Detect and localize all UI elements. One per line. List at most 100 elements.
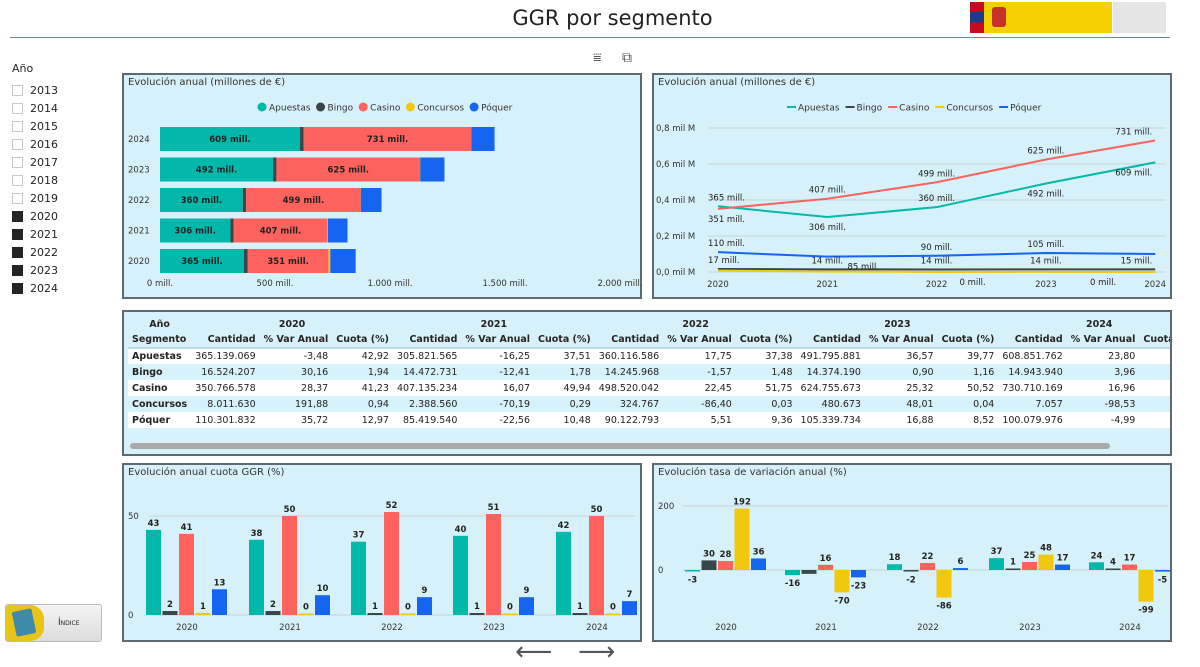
x-tick-label: 500 mill. xyxy=(257,279,294,289)
arrow-right-icon[interactable]: ⟶ xyxy=(578,637,615,667)
data-label: 492 mill. xyxy=(1027,189,1064,199)
data-label: 365 mill. xyxy=(181,257,223,267)
data-label: 13 xyxy=(214,578,226,588)
bar-bingo xyxy=(243,188,246,212)
data-label: 0 xyxy=(405,603,411,613)
bar-bingo xyxy=(1006,569,1021,571)
legend-label: Casino xyxy=(899,104,930,114)
data-label: 16 xyxy=(820,554,832,564)
x-tick-label: 2.000 mill. xyxy=(597,279,642,289)
bar-póquer xyxy=(330,249,355,273)
data-label: 407 mill. xyxy=(809,186,846,196)
bar-casino xyxy=(486,514,501,615)
data-label: 1 xyxy=(372,602,378,612)
y-tick-label: 0,6 mil M xyxy=(656,160,695,170)
bar-concursos xyxy=(937,570,952,598)
y-tick-label: 2021 xyxy=(128,227,150,237)
legend-label: Bingo xyxy=(328,104,354,114)
data-label: 4 xyxy=(1110,558,1116,568)
x-tick-label: 2023 xyxy=(483,623,505,633)
data-label: 499 mill. xyxy=(283,196,325,206)
bar-concursos xyxy=(196,613,211,615)
y-tick-label: 2022 xyxy=(128,196,150,206)
legend-label: Apuestas xyxy=(269,104,311,114)
bar-casino xyxy=(1022,562,1037,570)
data-label: 14 mill. xyxy=(921,256,953,266)
data-label: 609 mill. xyxy=(209,135,251,145)
bar-concursos xyxy=(835,570,850,592)
data-label: 17 mill. xyxy=(708,256,740,266)
y-tick-label: 0,0 mil M xyxy=(656,268,695,278)
bar-póquer xyxy=(851,570,866,577)
legend-marker xyxy=(258,103,267,112)
bar-apuestas xyxy=(453,536,468,615)
data-label: 2 xyxy=(270,600,276,610)
data-label: 51 xyxy=(488,503,500,513)
index-button[interactable]: Índice xyxy=(5,604,102,642)
legend-label: Póquer xyxy=(1010,103,1042,114)
x-tick-label: 2021 xyxy=(279,623,301,633)
x-tick-label: 2020 xyxy=(707,280,729,290)
data-label: 18 xyxy=(889,553,901,563)
x-tick-label: 2021 xyxy=(816,280,838,290)
y-tick-label: 0,2 mil M xyxy=(656,232,695,242)
data-label: 731 mill. xyxy=(367,135,409,145)
data-label: 1 xyxy=(200,602,206,612)
bar-póquer xyxy=(315,595,330,615)
y-tick-label: 2020 xyxy=(128,257,150,267)
data-label: 0 xyxy=(507,603,513,613)
bar-bingo xyxy=(802,570,817,574)
data-label: 22 xyxy=(922,552,934,562)
line-concursos xyxy=(718,271,1155,272)
bar-concursos xyxy=(606,614,621,616)
bar-póquer xyxy=(519,597,534,615)
data-label: 110 mill. xyxy=(708,239,745,249)
notebook-icon xyxy=(6,605,44,641)
bar-póquer xyxy=(1155,570,1170,572)
y-tick-label: 2024 xyxy=(128,135,150,145)
bar-póquer xyxy=(361,188,382,212)
bar-casino xyxy=(589,516,604,615)
bar-póquer xyxy=(1055,565,1070,570)
x-tick-label: 1.000 mill. xyxy=(367,279,412,289)
bar-bingo xyxy=(702,560,717,570)
legend-label: Bingo xyxy=(857,104,883,114)
data-label: 0 xyxy=(303,603,309,613)
arrow-left-icon[interactable]: ⟵ xyxy=(515,637,552,667)
bar-casino xyxy=(920,563,935,570)
x-tick-label: 2020 xyxy=(176,623,198,633)
data-label: 365 mill. xyxy=(708,193,745,203)
bar-casino xyxy=(282,516,297,615)
data-label: 360 mill. xyxy=(918,194,955,204)
bar-bingo xyxy=(368,613,383,615)
legend-marker xyxy=(316,103,325,112)
bar-casino xyxy=(384,512,399,615)
data-label: -99 xyxy=(1138,606,1153,616)
data-label: 1 xyxy=(577,602,583,612)
data-label: 105 mill. xyxy=(1027,240,1064,250)
data-label: 2 xyxy=(167,600,173,610)
data-label: 40 xyxy=(455,525,467,535)
data-label: 24 xyxy=(1091,551,1103,561)
bar-bingo xyxy=(266,611,281,615)
legend-marker xyxy=(470,103,479,112)
data-label: 15 mill. xyxy=(1121,256,1153,266)
data-label: 28 xyxy=(720,550,732,560)
bar-casino xyxy=(718,561,733,570)
bar-bingo xyxy=(573,613,588,615)
data-label: 38 xyxy=(251,529,263,539)
data-label: 14 mill. xyxy=(812,256,844,266)
data-label: 1 xyxy=(474,602,480,612)
bar-póquer xyxy=(622,601,637,615)
bar-apuestas xyxy=(785,570,800,575)
data-label: 90 mill. xyxy=(921,243,953,253)
bar-concursos xyxy=(735,509,750,570)
bar-póquer xyxy=(472,127,495,151)
data-label: 25 xyxy=(1024,551,1036,561)
data-label: 17 xyxy=(1057,554,1069,564)
y-tick-label: 2023 xyxy=(128,166,150,176)
x-tick-label: 0 mill. xyxy=(147,279,173,289)
data-label: 407 mill. xyxy=(260,227,302,237)
x-tick-label: 2022 xyxy=(926,280,948,290)
